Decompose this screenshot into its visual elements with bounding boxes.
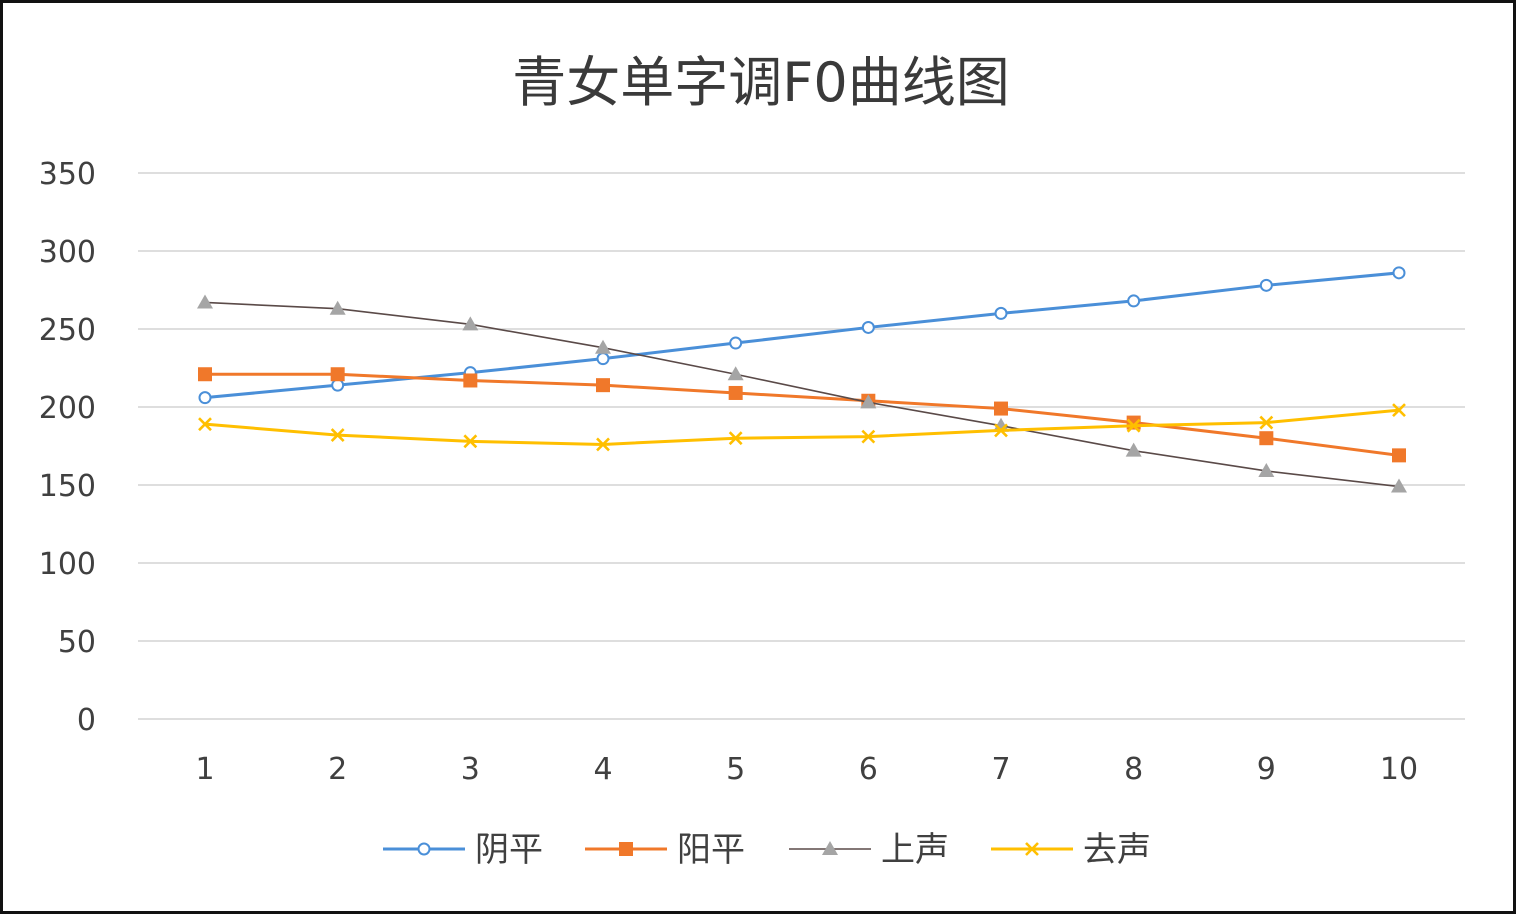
legend-item: 上声 <box>789 830 949 870</box>
data-point <box>198 417 212 432</box>
y-tick-label: 250 <box>39 313 96 348</box>
series-line <box>205 372 1400 457</box>
data-point <box>197 294 213 309</box>
data-point <box>729 336 743 350</box>
data-point <box>1259 278 1273 292</box>
x-tick-label: 5 <box>726 752 745 787</box>
x-tick-label: 10 <box>1380 752 1418 787</box>
data-point <box>1259 415 1274 430</box>
data-point <box>728 385 743 400</box>
x-axis-ticks: 1 2 3 4 5 6 7 8 9 10 <box>195 752 1418 787</box>
data-point <box>462 316 479 331</box>
series-3 <box>197 294 1407 493</box>
y-tick-label: 0 <box>77 703 96 738</box>
data-point <box>1392 266 1406 280</box>
data-point <box>596 437 610 452</box>
x-tick-label: 1 <box>195 752 214 787</box>
data-point <box>198 367 212 382</box>
data-point <box>728 431 743 446</box>
data-point <box>596 378 610 393</box>
y-tick-label: 350 <box>39 157 96 192</box>
data-point <box>861 429 876 444</box>
y-tick-label: 50 <box>58 625 96 660</box>
legend-item: 阳平 <box>585 830 745 870</box>
data-point <box>861 320 875 334</box>
series-line <box>204 408 1400 446</box>
x-tick-label: 3 <box>461 752 480 787</box>
chart-title: 青女单字调F0曲线图 <box>512 51 1009 114</box>
data-point <box>1258 462 1275 477</box>
data-point <box>1392 448 1406 463</box>
x-tick-label: 6 <box>859 752 878 787</box>
series-lines <box>197 266 1407 493</box>
series-line <box>204 301 1400 488</box>
x-tick-label: 2 <box>328 752 347 787</box>
series-2 <box>198 367 1406 463</box>
data-point <box>994 423 1008 438</box>
legend-item: 阴平 <box>383 830 543 870</box>
legend-label: 去声 <box>1083 830 1151 870</box>
data-point <box>1391 478 1407 493</box>
legend: 阴平 阳平 上声 去声 <box>383 830 1151 870</box>
data-point <box>331 378 345 392</box>
y-axis-ticks: 0 50 100 150 200 250 300 350 <box>39 157 96 738</box>
legend-marker <box>417 842 431 856</box>
y-tick-label: 100 <box>39 547 96 582</box>
data-point <box>198 391 212 405</box>
x-tick-label: 8 <box>1124 752 1143 787</box>
data-point <box>1127 294 1141 308</box>
data-point <box>595 339 611 354</box>
x-tick-label: 9 <box>1257 752 1276 787</box>
legend-label: 上声 <box>881 830 949 870</box>
data-point <box>329 300 346 315</box>
data-point <box>1259 431 1274 446</box>
y-tick-label: 300 <box>39 235 96 270</box>
data-point <box>994 306 1008 320</box>
y-tick-label: 200 <box>39 391 96 426</box>
x-tick-label: 4 <box>593 752 612 787</box>
legend-marker <box>822 841 838 855</box>
line-chart: 青女单字调F0曲线图 0 50 100 150 200 250 300 350 1 2 3 4 5 6 7… <box>39 51 1465 870</box>
data-point <box>463 373 478 388</box>
legend-label: 阴平 <box>475 830 543 870</box>
gridlines <box>138 172 1465 720</box>
data-point <box>463 434 478 449</box>
legend-marker <box>619 842 633 856</box>
data-point <box>596 352 610 366</box>
legend-marker <box>1025 842 1039 856</box>
data-point <box>860 394 877 409</box>
data-point <box>1126 418 1141 433</box>
data-point <box>994 401 1008 416</box>
data-point <box>1392 403 1406 418</box>
series-4 <box>198 403 1406 452</box>
x-tick-label: 7 <box>991 752 1010 787</box>
data-point <box>727 366 744 381</box>
data-point <box>330 367 345 382</box>
series-line <box>204 271 1400 400</box>
legend-label: 阳平 <box>677 830 745 870</box>
data-point <box>330 428 345 442</box>
legend-item: 去声 <box>991 830 1151 870</box>
data-point <box>1125 442 1142 457</box>
y-tick-label: 150 <box>39 469 96 504</box>
series-1 <box>198 266 1406 405</box>
